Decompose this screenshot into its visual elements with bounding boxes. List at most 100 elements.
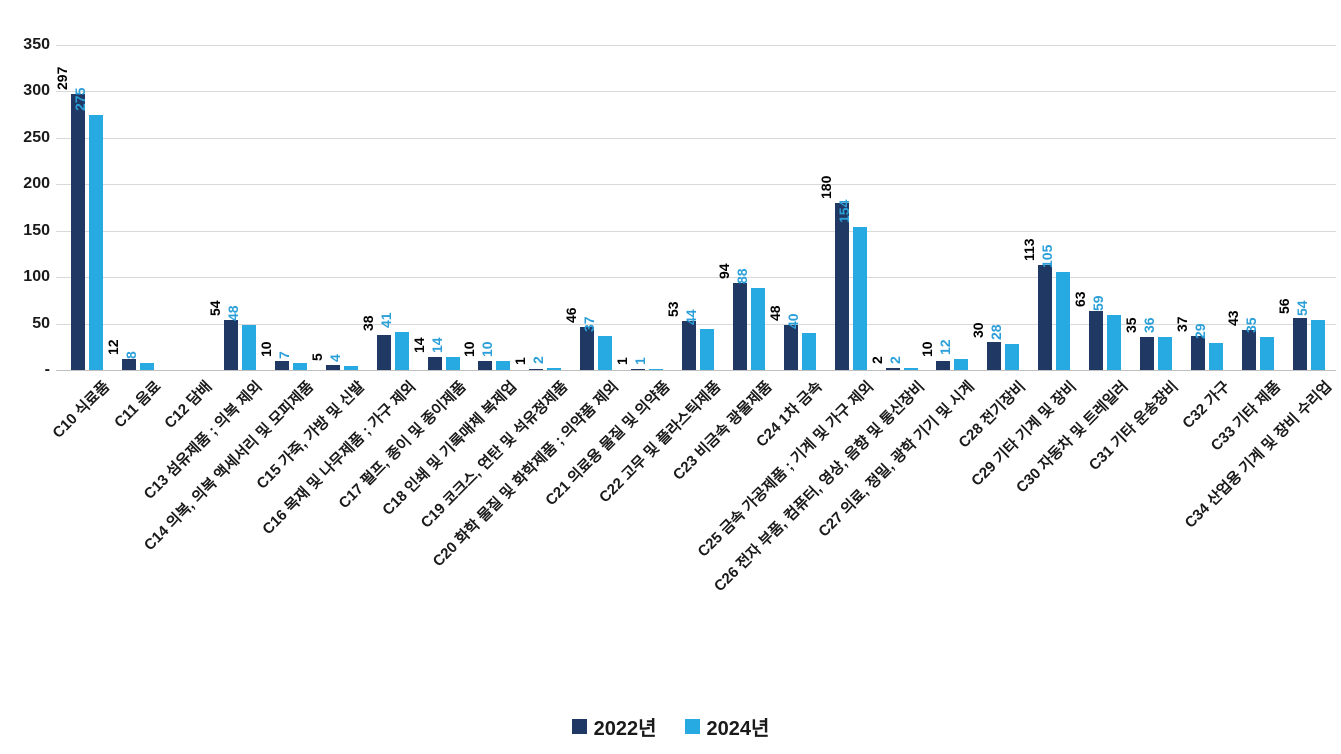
bar-2022년 xyxy=(886,368,900,370)
bar-value-label: 56 xyxy=(1276,298,1292,314)
x-axis-line xyxy=(56,370,1336,371)
bar-2022년 xyxy=(71,94,85,370)
bar-value-label: 28 xyxy=(988,324,1004,340)
bar-2022년 xyxy=(1038,265,1052,370)
legend: 2022년 2024년 xyxy=(0,712,1341,741)
bar-value-label: 2 xyxy=(869,356,885,364)
bar-2024년 xyxy=(598,336,612,370)
bar-value-label: 43 xyxy=(1225,310,1241,326)
bar-value-label: 10 xyxy=(258,341,274,357)
bar-value-label: 12 xyxy=(105,339,121,355)
gridline xyxy=(56,45,1336,46)
bar-value-label: 14 xyxy=(429,337,445,353)
y-axis-tick: - xyxy=(44,361,50,378)
bar-2022년 xyxy=(580,327,594,370)
bar-2024년 xyxy=(140,363,154,370)
legend-swatch-2024-icon xyxy=(684,719,700,734)
bar-2024년 xyxy=(1311,320,1325,370)
bar-value-label: 2 xyxy=(530,356,546,364)
gridline xyxy=(56,231,1336,232)
bar-2024년 xyxy=(853,227,867,370)
bar-2022년 xyxy=(835,203,849,370)
bar-2022년 xyxy=(1140,337,1154,370)
bar-value-label: 10 xyxy=(461,341,477,357)
bar-value-label: 46 xyxy=(563,307,579,323)
bar-value-label: 275 xyxy=(72,87,88,111)
bar-value-label: 297 xyxy=(54,66,70,90)
bar-value-label: 44 xyxy=(683,309,699,325)
bar-2022년 xyxy=(326,365,340,370)
bar-2024년 xyxy=(904,368,918,370)
bar-value-label: 48 xyxy=(767,305,783,321)
x-axis-label-text: C10 식료품 xyxy=(49,378,114,442)
bar-2022년 xyxy=(122,359,136,370)
bar-2024년 xyxy=(1158,337,1172,370)
bar-value-label: 1 xyxy=(632,357,648,365)
bar-value-label: 63 xyxy=(1072,291,1088,307)
gridline xyxy=(56,184,1336,185)
bar-2024년 xyxy=(649,369,663,370)
legend-item-2024: 2024년 xyxy=(684,712,769,741)
x-axis-label-text: C31 기타 운송장비 xyxy=(1086,378,1183,474)
y-axis-tick: 50 xyxy=(32,315,50,332)
bar-2022년 xyxy=(784,325,798,370)
bar-2022년 xyxy=(682,321,696,370)
bar-value-label: 2 xyxy=(887,356,903,364)
bar-2024년 xyxy=(1107,315,1121,370)
bar-value-label: 5 xyxy=(309,353,325,361)
bar-2022년 xyxy=(529,369,543,370)
bar-value-label: 40 xyxy=(785,313,801,329)
bar-2024년 xyxy=(700,329,714,370)
bar-2024년 xyxy=(446,357,460,370)
y-axis-tick: 350 xyxy=(23,36,50,53)
bar-2024년 xyxy=(293,363,307,370)
bar-value-label: 94 xyxy=(716,263,732,279)
gridline xyxy=(56,138,1336,139)
bar-value-label: 88 xyxy=(734,268,750,284)
bar-2024년 xyxy=(344,366,358,370)
bar-value-label: 113 xyxy=(1021,238,1037,261)
bar-2022년 xyxy=(936,361,950,370)
bar-2024년 xyxy=(1005,344,1019,370)
bar-2022년 xyxy=(1191,336,1205,370)
bar-2024년 xyxy=(242,325,256,370)
y-axis-tick: 300 xyxy=(23,82,50,99)
bar-value-label: 154 xyxy=(836,199,852,223)
legend-item-2022: 2022년 xyxy=(571,712,657,741)
bar-2024년 xyxy=(547,368,561,370)
bar-2022년 xyxy=(733,283,747,370)
bar-value-label: 35 xyxy=(1243,317,1259,333)
bar-value-label: 8 xyxy=(123,351,139,359)
bar-value-label: 53 xyxy=(665,301,681,317)
bar-value-label: 36 xyxy=(1141,317,1157,333)
bar-2024년 xyxy=(751,288,765,370)
bar-2024년 xyxy=(89,115,103,370)
bar-2024년 xyxy=(954,359,968,370)
bar-value-label: 14 xyxy=(411,337,427,353)
bar-value-label: 1 xyxy=(614,357,630,365)
bar-value-label: 10 xyxy=(479,341,495,357)
bar-value-label: 54 xyxy=(1294,300,1310,316)
bar-value-label: 1 xyxy=(512,357,528,365)
bar-value-label: 38 xyxy=(360,315,376,331)
bar-value-label: 180 xyxy=(818,175,834,199)
bar-2022년 xyxy=(631,369,645,370)
bar-value-label: 30 xyxy=(970,322,986,338)
bar-value-label: 12 xyxy=(937,339,953,355)
bar-2024년 xyxy=(802,333,816,370)
bar-2024년 xyxy=(496,361,510,370)
bar-value-label: 37 xyxy=(1174,316,1190,332)
bar-2022년 xyxy=(478,361,492,370)
bar-value-label: 59 xyxy=(1090,295,1106,311)
bar-2022년 xyxy=(224,320,238,370)
y-axis-tick: 150 xyxy=(23,222,50,239)
bar-2022년 xyxy=(275,361,289,370)
y-axis-tick: 200 xyxy=(23,175,50,192)
bar-2024년 xyxy=(1056,272,1070,370)
y-axis-tick: 250 xyxy=(23,129,50,146)
bar-value-label: 29 xyxy=(1192,323,1208,339)
bar-2022년 xyxy=(377,335,391,370)
bar-value-label: 48 xyxy=(225,305,241,321)
bar-2022년 xyxy=(428,357,442,370)
